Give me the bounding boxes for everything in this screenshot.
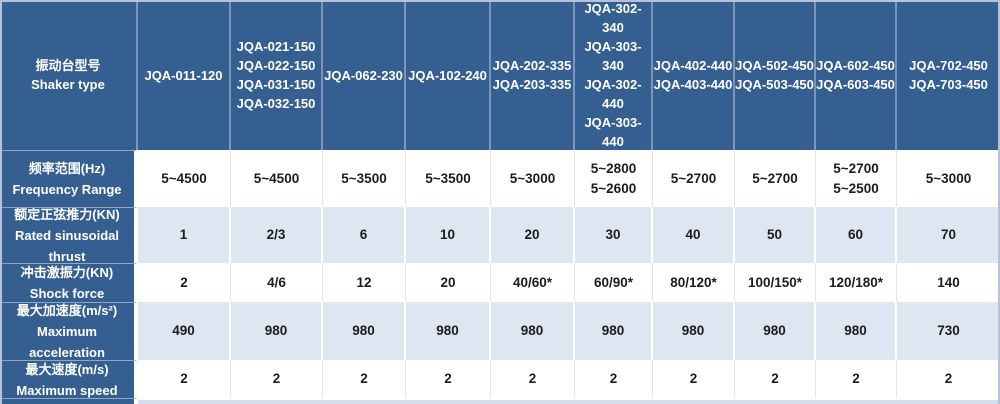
spec-cell: 12 xyxy=(323,263,406,302)
spec-cell: 2 xyxy=(653,360,735,398)
spec-cell: 140 xyxy=(897,263,1000,302)
row-label-cn: 最大加速度(m/s²) xyxy=(16,303,118,318)
spec-cell: 60/90* xyxy=(575,263,653,302)
spec-cell: 80/120* xyxy=(653,263,735,302)
spec-cell: 2 xyxy=(575,360,653,398)
spec-cell: 980 xyxy=(406,302,491,360)
spec-cell: 120/180* xyxy=(816,263,897,302)
column-header-models: JQA-402-440 JQA-403-440 xyxy=(653,0,735,150)
spec-cell: 980 xyxy=(653,302,735,360)
spec-cell: 2 xyxy=(138,263,231,302)
cutoff-row-label-stub xyxy=(0,398,138,404)
row-label-en: Frequency Range xyxy=(12,182,122,197)
spec-cell: 980 xyxy=(491,302,575,360)
spec-cell: 4/6 xyxy=(231,263,323,302)
column-header-models: JQA-602-450 JQA-603-450 xyxy=(816,0,897,150)
row-label-en: Shock force xyxy=(29,286,105,301)
column-header-models: JQA-011-120 xyxy=(138,0,231,150)
spec-cell: 1 xyxy=(138,207,231,263)
spec-cell: 40 xyxy=(653,207,735,263)
row-label-frequency-range: 频率范围(Hz) Frequency Range xyxy=(0,150,138,207)
spec-cell: 5~4500 xyxy=(231,150,323,207)
spec-cell: 2 xyxy=(406,360,491,398)
spec-cell: 10 xyxy=(406,207,491,263)
spec-cell: 2 xyxy=(323,360,406,398)
spec-cell: 20 xyxy=(406,263,491,302)
row-label-en: Rated sinusoidal thrust xyxy=(14,228,120,263)
spec-cell: 5~2700 xyxy=(653,150,735,207)
spec-cell: 100/150* xyxy=(735,263,816,302)
spec-cell: 980 xyxy=(575,302,653,360)
spec-cell: 490 xyxy=(138,302,231,360)
spec-cell: 2 xyxy=(138,360,231,398)
corner-label-en: Shaker type xyxy=(31,77,105,92)
column-header-models: JQA-102-240 xyxy=(406,0,491,150)
spec-cell: 5~2800 5~2600 xyxy=(575,150,653,207)
spec-cell: 2 xyxy=(735,360,816,398)
column-header-models: JQA-702-450 JQA-703-450 xyxy=(897,0,1000,150)
spec-cell: 5~3500 xyxy=(406,150,491,207)
row-label-max-speed: 最大速度(m/s) Maximum speed xyxy=(0,360,138,398)
spec-cell: 730 xyxy=(897,302,1000,360)
row-label-cn: 冲击激振力(KN) xyxy=(20,265,114,280)
column-header-models: JQA-502-450 JQA-503-450 xyxy=(735,0,816,150)
spec-cell: 5~3000 xyxy=(897,150,1000,207)
spec-cell: 6 xyxy=(323,207,406,263)
table-corner-label: 振动台型号 Shaker type xyxy=(0,0,138,150)
row-label-cn: 频率范围(Hz) xyxy=(28,161,106,176)
spec-cell: 2/3 xyxy=(231,207,323,263)
cutoff-row-data-stub xyxy=(138,398,1000,404)
spec-cell: 980 xyxy=(816,302,897,360)
column-header-models: JQA-302-340 JQA-303-340 JQA-302-440 JQA-… xyxy=(575,0,653,150)
spec-cell: 2 xyxy=(231,360,323,398)
spec-cell: 20 xyxy=(491,207,575,263)
spec-cell: 5~2700 xyxy=(735,150,816,207)
column-header-models: JQA-021-150 JQA-022-150 JQA-031-150 JQA-… xyxy=(231,0,323,150)
spec-cell: 980 xyxy=(323,302,406,360)
row-label-en: Maximum acceleration xyxy=(29,324,105,360)
spec-cell: 50 xyxy=(735,207,816,263)
spec-cell: 980 xyxy=(231,302,323,360)
spec-cell: 980 xyxy=(735,302,816,360)
spec-cell: 5~3500 xyxy=(323,150,406,207)
spec-cell: 60 xyxy=(816,207,897,263)
spec-cell: 5~4500 xyxy=(138,150,231,207)
spec-cell: 2 xyxy=(897,360,1000,398)
row-label-en: Maximum speed xyxy=(16,382,118,398)
spec-cell: 5~2700 5~2500 xyxy=(816,150,897,207)
row-label-cn: 最大速度(m/s) xyxy=(25,361,109,377)
spec-cell: 40/60* xyxy=(491,263,575,302)
spec-cell: 2 xyxy=(816,360,897,398)
row-label-max-acceleration: 最大加速度(m/s²) Maximum acceleration xyxy=(0,302,138,360)
row-label-cn: 额定正弦推力(KN) xyxy=(14,207,120,222)
column-header-models: JQA-062-230 xyxy=(323,0,406,150)
spec-cell: 5~3000 xyxy=(491,150,575,207)
row-label-rated-thrust: 额定正弦推力(KN) Rated sinusoidal thrust xyxy=(0,207,138,263)
column-header-models: JQA-202-335 JQA-203-335 xyxy=(491,0,575,150)
spec-cell: 2 xyxy=(491,360,575,398)
corner-label-cn: 振动台型号 xyxy=(35,58,101,73)
spec-cell: 30 xyxy=(575,207,653,263)
row-label-shock-force: 冲击激振力(KN) Shock force xyxy=(0,263,138,302)
spec-cell: 70 xyxy=(897,207,1000,263)
